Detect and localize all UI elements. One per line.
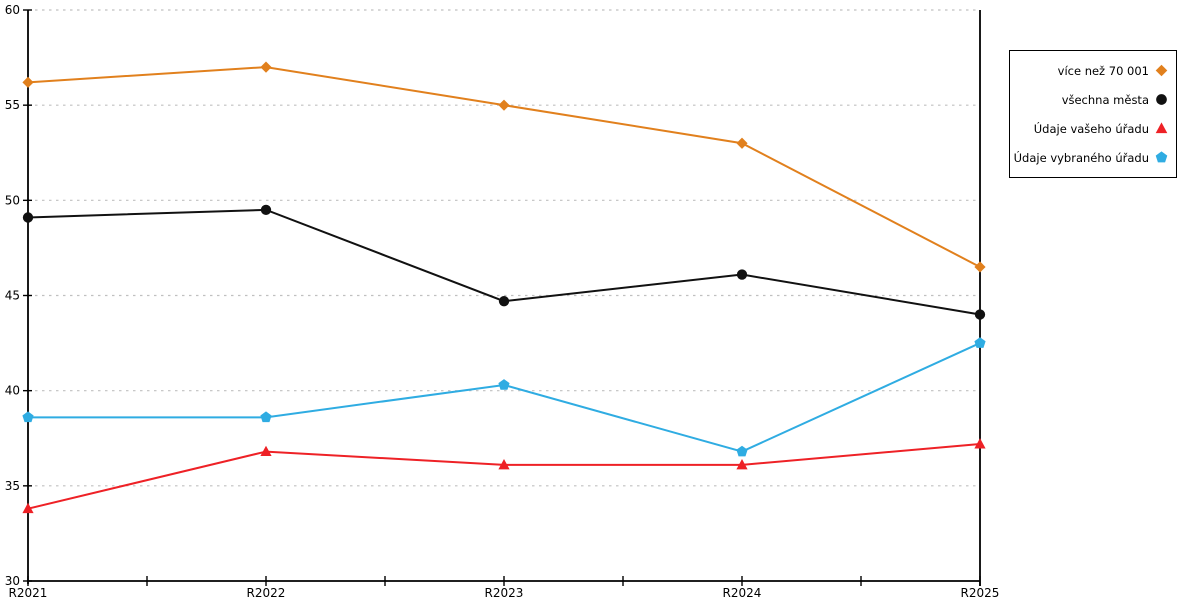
diamond-marker-icon — [498, 99, 510, 111]
pentagon-marker-icon — [736, 445, 748, 457]
y-tick-label: 40 — [5, 384, 20, 398]
y-tick-label: 50 — [5, 193, 20, 207]
circle-marker-icon — [498, 296, 510, 307]
diamond-marker-icon — [22, 76, 34, 88]
pentagon-marker-icon — [1155, 151, 1168, 163]
circle-marker-icon — [260, 204, 272, 216]
legend-item-vsechna-mesta: všechna města — [1014, 85, 1168, 114]
legend-item-udaje-vaseho-uradu: Údaje vašeho úřadu — [1014, 114, 1168, 143]
x-tick-label: R2022 — [247, 586, 286, 600]
diamond-marker-icon — [736, 137, 748, 149]
triangle-marker-icon — [498, 459, 510, 470]
triangle-marker-icon — [22, 502, 34, 514]
diamond-marker-icon — [260, 61, 272, 73]
x-tick-label: R2024 — [723, 586, 762, 600]
x-tick-label: R2023 — [485, 586, 524, 600]
y-tick-label: 45 — [5, 289, 20, 303]
y-tick-label: 55 — [5, 98, 20, 112]
legend-item-udaje-vybraneho-uradu: Údaje vybraného úřadu — [1014, 143, 1168, 172]
series-2 — [22, 438, 986, 514]
legend: více než 70 001 všechna města Údaje vaše… — [1009, 50, 1177, 178]
y-tick-label: 60 — [5, 3, 20, 17]
legend-label: Údaje vašeho úřadu — [1033, 121, 1149, 136]
circle-marker-icon — [974, 309, 986, 320]
triangle-marker-icon — [260, 445, 272, 457]
pentagon-marker-icon — [22, 411, 34, 423]
diamond-marker-icon — [1155, 64, 1168, 77]
series-0 — [22, 61, 986, 273]
legend-item-vice-nez-70001: více než 70 001 — [1014, 56, 1168, 85]
series-line — [27, 66, 981, 268]
y-tick-label: 30 — [5, 574, 20, 588]
legend-label: více než 70 001 — [1057, 63, 1149, 78]
pentagon-marker-icon — [498, 379, 510, 390]
circle-marker-icon — [1155, 93, 1168, 106]
legend-label: všechna města — [1061, 92, 1149, 107]
y-tick-label: 35 — [5, 479, 20, 493]
circle-marker-icon — [1156, 94, 1167, 105]
x-tick-label: R2025 — [961, 586, 1000, 600]
circle-marker-icon — [22, 212, 34, 223]
triangle-marker-icon — [1155, 122, 1168, 135]
triangle-marker-icon — [736, 459, 748, 470]
legend-label: Údaje vybraného úřadu — [1013, 150, 1149, 165]
pentagon-marker-icon — [974, 337, 986, 348]
series-1 — [22, 204, 986, 320]
series-line — [28, 342, 981, 453]
x-tick-label: R2021 — [9, 586, 48, 600]
pentagon-marker-icon — [1155, 151, 1168, 164]
diamond-marker-icon — [974, 261, 986, 273]
triangle-marker-icon — [1155, 122, 1168, 134]
triangle-marker-icon — [974, 438, 986, 449]
diamond-marker-icon — [1155, 64, 1168, 77]
circle-marker-icon — [736, 269, 748, 280]
pentagon-marker-icon — [260, 411, 272, 423]
series-line — [27, 442, 981, 510]
series-3 — [22, 337, 986, 457]
